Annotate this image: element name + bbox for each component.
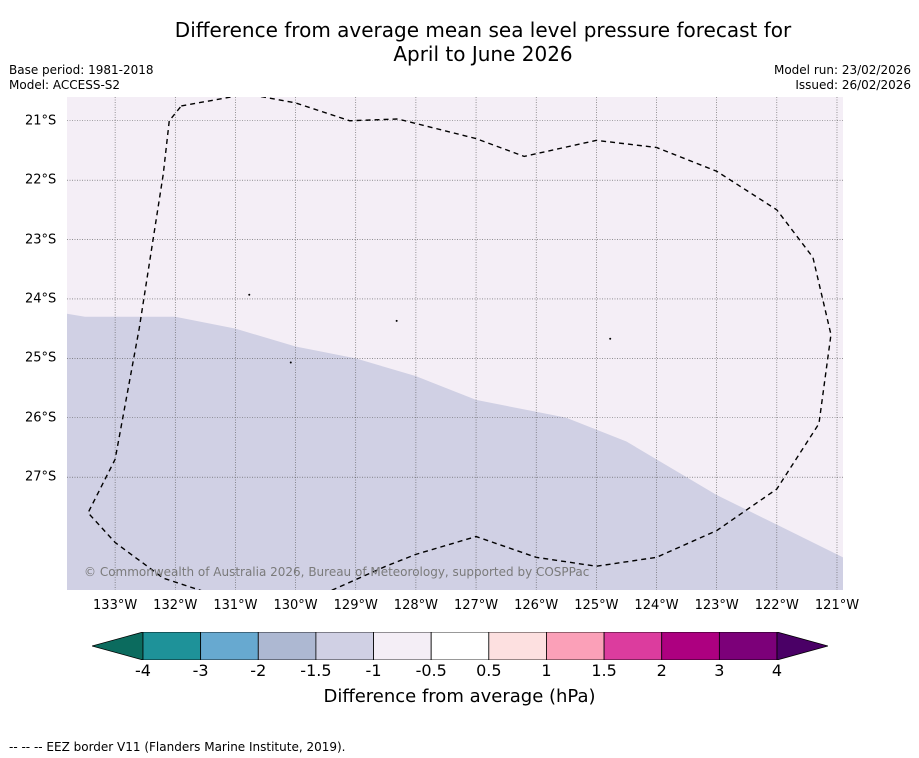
colorbar-tick-label: -2 — [250, 661, 267, 680]
colorbar-tick-label: -1 — [365, 661, 382, 680]
colorbar-bin — [142, 631, 202, 661]
longitude-tick-label: 132°W — [153, 598, 198, 613]
base-period: Base period: 1981-2018 — [9, 63, 154, 77]
title-line-1: Difference from average mean sea level p… — [174, 18, 792, 42]
latitude-tick-label: 25°S — [25, 350, 57, 366]
colorbar-tick-label: 3 — [714, 661, 725, 680]
colorbar-extend-low — [90, 631, 144, 661]
colorbar-tick-label: 0.5 — [476, 661, 502, 680]
title-line-2: April to June 2026 — [393, 42, 573, 66]
colorbar-tick-label: -4 — [135, 661, 151, 680]
colorbar-bin — [315, 631, 374, 661]
colorbar-tick-label: -1.5 — [300, 661, 332, 680]
longitude-tick-label: 125°W — [574, 598, 619, 613]
colorbar-tick-label: 1 — [541, 661, 552, 680]
model-run: Model run: 23/02/2026 — [773, 63, 911, 77]
copyright-notice: © Commonwealth of Australia 2026, Bureau… — [84, 565, 590, 579]
colorbar-bin — [373, 631, 432, 661]
longitude-tick-label: 129°W — [333, 598, 378, 613]
colorbar-bin — [718, 631, 778, 661]
longitude-tick-label: 121°W — [814, 598, 860, 613]
latitude-tick-label: 21°S — [25, 113, 57, 129]
longitude-tick-label: 124°W — [634, 598, 679, 613]
islands — [248, 293, 612, 364]
latitude-tick-label: 23°S — [25, 232, 57, 248]
longitude-tick-label: 127°W — [453, 598, 499, 613]
latitude-tick-label: 26°S — [25, 410, 57, 426]
colorbar-tick-label: 1.5 — [591, 661, 617, 680]
eez-footnote: -- -- -- EEZ border V11 (Flanders Marine… — [9, 740, 346, 754]
graticule — [67, 97, 843, 590]
island-mark — [395, 319, 398, 322]
colorbar-tick-label: -3 — [192, 661, 209, 680]
meta-right: Model run: 23/02/2026 Issued: 26/02/2026 — [774, 63, 911, 93]
longitude-tick-label: 128°W — [393, 598, 438, 613]
colorbar-bin — [488, 631, 547, 661]
colorbar-bin — [546, 631, 605, 661]
colorbar-bin — [603, 631, 663, 661]
colorbar-extend-high — [776, 631, 830, 661]
colorbar-tick-label: -0.5 — [415, 661, 447, 680]
longitude-tick-label: 131°W — [213, 598, 258, 613]
issued-date: Issued: 26/02/2026 — [795, 78, 911, 92]
island-mark — [289, 361, 292, 364]
colorbar-tick-label: 2 — [656, 661, 667, 680]
latitude-tick-label: 27°S — [25, 469, 57, 485]
longitude-tick-label: 130°W — [273, 598, 318, 613]
colorbar-label: Difference from average (hPa) — [323, 686, 596, 707]
meta-left: Base period: 1981-2018 Model: ACCESS-S2 — [9, 63, 154, 93]
colorbar-tick-label: 4 — [771, 661, 783, 680]
colorbar-bin — [661, 631, 720, 661]
longitude-tick-label: 122°W — [754, 598, 799, 613]
chart-title: Difference from average mean sea level p… — [0, 18, 919, 66]
latitude-tick-label: 24°S — [25, 291, 57, 307]
longitude-tick-label: 126°W — [514, 598, 559, 613]
model-name: Model: ACCESS-S2 — [9, 78, 121, 92]
colorbar-bin — [257, 631, 317, 661]
pressure-region-minus15-to-minus1 — [67, 313, 843, 590]
eez-border — [87, 97, 832, 590]
longitude-tick-label: 123°W — [694, 598, 739, 613]
colorbar-bin — [200, 631, 259, 661]
island-mark — [248, 293, 251, 296]
map-panel — [67, 97, 843, 590]
island-mark — [609, 337, 612, 340]
latitude-tick-label: 22°S — [25, 172, 57, 188]
longitude-tick-label: 133°W — [93, 598, 138, 613]
colorbar-bin — [430, 631, 490, 661]
colorbar — [90, 631, 830, 661]
